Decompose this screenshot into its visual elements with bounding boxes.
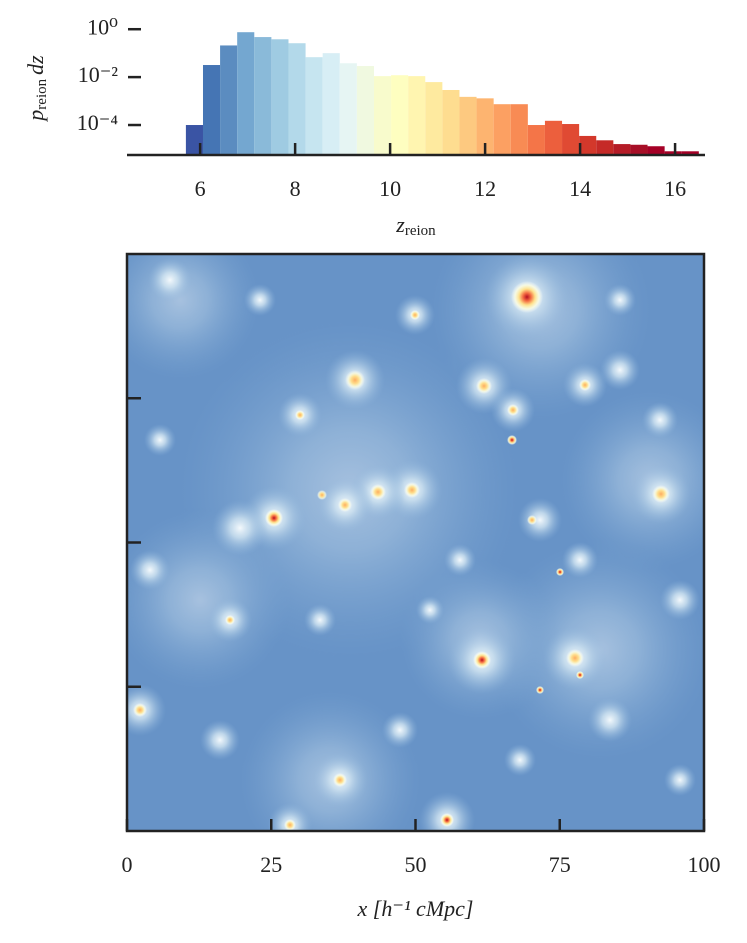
- histogram-bar: [647, 146, 665, 155]
- histogram-bar: [373, 76, 392, 155]
- histogram-bar: [356, 66, 374, 155]
- x-axis-label: x [h⁻¹ cMpc]: [357, 896, 474, 921]
- histogram-bar: [476, 98, 494, 155]
- histogram-bar: [562, 124, 580, 155]
- histogram-bar: [544, 120, 563, 155]
- histogram-bar: [630, 144, 648, 155]
- histogram-bar: [459, 96, 477, 155]
- histogram-bar: [510, 104, 528, 155]
- histogram-bar: [202, 65, 221, 155]
- histogram-bar: [579, 135, 597, 155]
- hot-spots: [133, 281, 670, 831]
- y-tick-label: 10⁻²: [78, 62, 119, 87]
- x-tick-label: 14: [569, 176, 591, 201]
- y-label-suffix: dz: [23, 55, 48, 75]
- histogram-bar: [493, 104, 511, 155]
- bright-regions: [127, 255, 700, 831]
- histogram-bar: [664, 151, 682, 155]
- x-tick-label: 12: [474, 176, 496, 201]
- histogram-bar: [408, 76, 426, 155]
- x-tick-label: 100: [688, 852, 721, 877]
- y-tick-label: 10⁻⁴: [77, 110, 119, 135]
- y-axis-label: preion dz: [23, 55, 50, 123]
- histogram-bar: [237, 32, 255, 155]
- x-tick-label: 0: [122, 852, 133, 877]
- x-tick-label: 8: [290, 176, 301, 201]
- histogram-bar: [425, 82, 443, 155]
- y-label-subscript: reion: [34, 78, 50, 109]
- histogram-bar: [288, 43, 306, 155]
- x-tick-label: 10: [379, 176, 401, 201]
- histogram-bar: [339, 63, 357, 156]
- histogram-bar: [596, 140, 614, 155]
- x-tick-label: 16: [664, 176, 686, 201]
- x-tick-label: 6: [195, 176, 206, 201]
- histogram-bar: [322, 53, 340, 156]
- histogram-bar: [391, 75, 409, 155]
- density-map: [127, 254, 704, 831]
- histogram-bar: [254, 37, 272, 155]
- histogram-bar: [613, 144, 631, 155]
- x-axis-label: zreion: [395, 212, 436, 239]
- x-tick-label: 50: [405, 852, 427, 877]
- x-tick-label: 25: [260, 852, 282, 877]
- histogram-bar: [271, 39, 289, 156]
- x-label-symbol: z: [395, 212, 405, 237]
- histogram-bar: [220, 45, 238, 156]
- histogram-bar: [681, 151, 699, 155]
- histogram-bar: [442, 89, 460, 155]
- histogram-bar: [305, 57, 323, 155]
- y-label-symbol: p: [23, 110, 48, 123]
- y-tick-label: 10⁰: [87, 14, 118, 39]
- histogram-bar: [185, 125, 203, 155]
- x-tick-label: 75: [549, 852, 571, 877]
- histogram-bar: [527, 125, 545, 155]
- x-label-subscript: reion: [405, 223, 436, 239]
